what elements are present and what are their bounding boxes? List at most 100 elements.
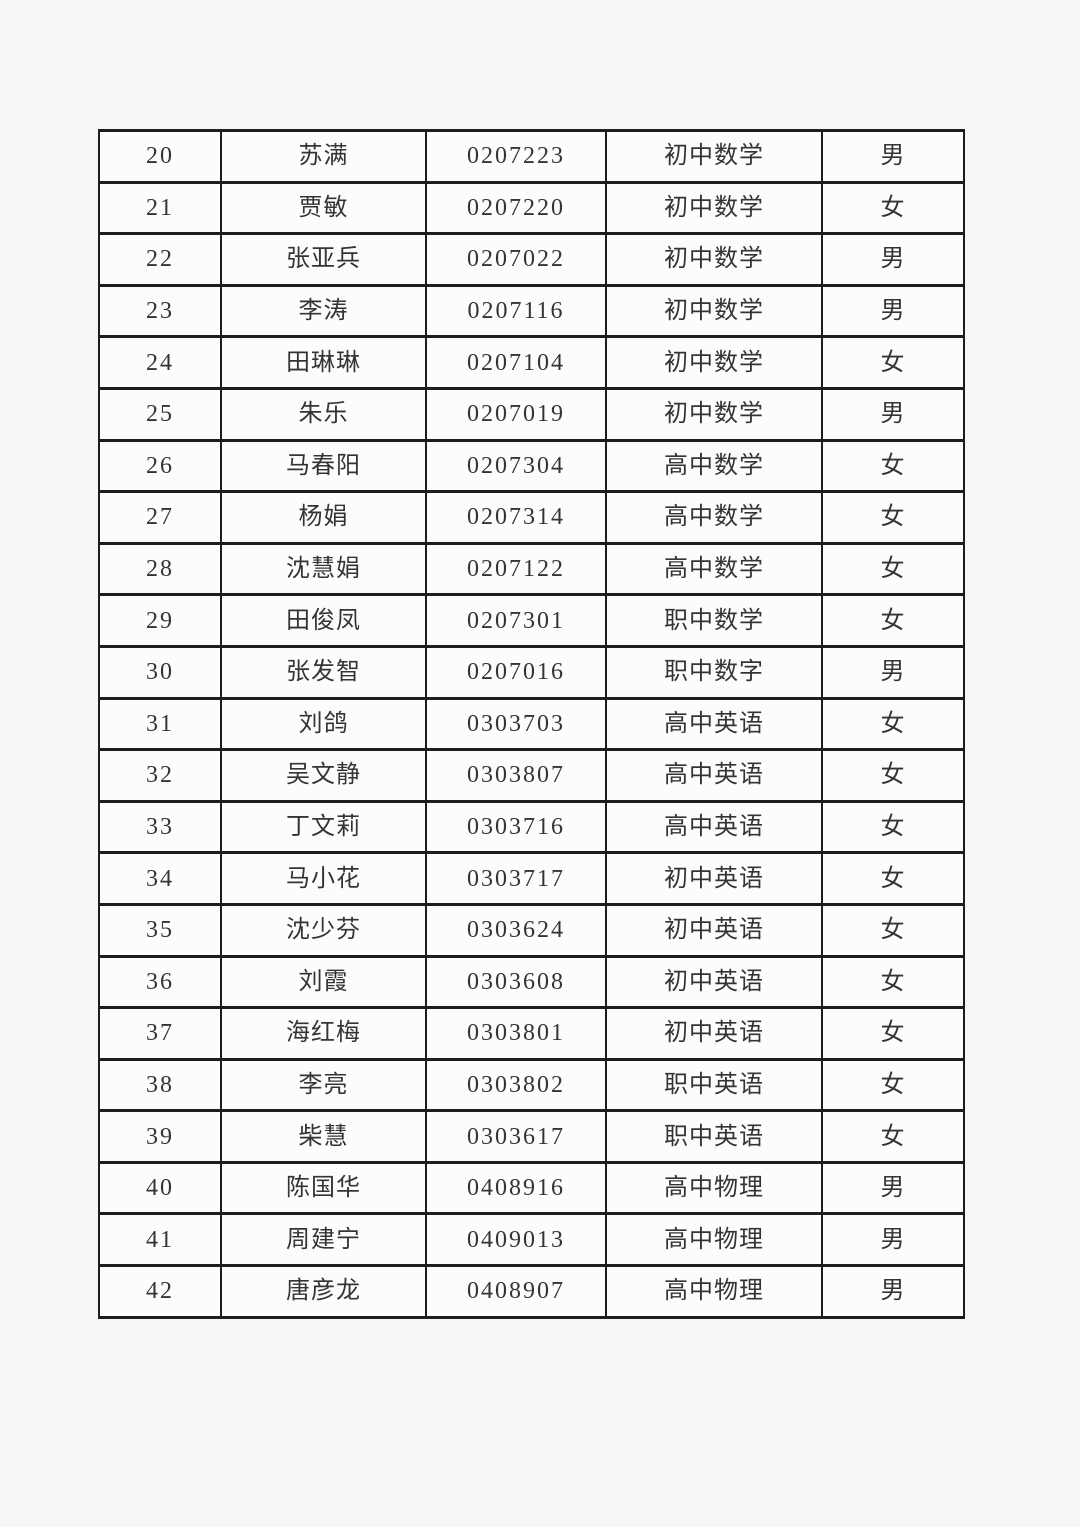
cell-gender: 男 xyxy=(821,283,965,339)
cell-row-number: 37 xyxy=(98,1006,222,1061)
cell-gender: 女 xyxy=(821,180,965,236)
cell-row-number: 20 xyxy=(98,129,222,184)
cell-subject: 初中数学 xyxy=(605,335,823,390)
cell-row-number: 34 xyxy=(98,851,222,906)
cell-exam-code: 0303807 xyxy=(425,748,607,803)
table-row: 20 苏满 0207223 初中数学 男 xyxy=(98,129,965,184)
table-row: 39 柴慧 0303617 职中英语 女 xyxy=(98,1109,965,1164)
cell-gender: 女 xyxy=(821,902,965,958)
cell-gender: 男 xyxy=(821,1160,965,1216)
cell-subject: 初中英语 xyxy=(605,1006,823,1061)
cell-subject: 高中英语 xyxy=(605,696,823,752)
table-row: 42 唐彦龙 0408907 高中物理 男 xyxy=(98,1264,965,1319)
cell-subject: 职中英语 xyxy=(605,1109,823,1164)
cell-exam-code: 0303617 xyxy=(425,1109,607,1164)
table-row: 28 沈慧娟 0207122 高中数学 女 xyxy=(98,541,965,597)
table-row: 26 马春阳 0207304 高中数学 女 xyxy=(98,438,965,494)
cell-subject: 高中英语 xyxy=(605,799,823,855)
cell-gender: 男 xyxy=(821,386,965,442)
cell-name: 刘鸽 xyxy=(220,696,427,752)
cell-row-number: 42 xyxy=(98,1264,222,1319)
cell-gender: 女 xyxy=(821,490,965,545)
cell-row-number: 29 xyxy=(98,593,222,648)
cell-exam-code: 0303624 xyxy=(425,902,607,958)
cell-subject: 初中数学 xyxy=(605,232,823,287)
cell-gender: 男 xyxy=(821,129,965,184)
cell-subject: 初中英语 xyxy=(605,851,823,906)
table-row: 22 张亚兵 0207022 初中数学 男 xyxy=(98,232,965,287)
cell-row-number: 24 xyxy=(98,335,222,390)
cell-gender: 男 xyxy=(821,1212,965,1268)
cell-exam-code: 0409013 xyxy=(425,1212,607,1268)
cell-exam-code: 0207304 xyxy=(425,438,607,494)
cell-row-number: 28 xyxy=(98,541,222,597)
cell-exam-code: 0408916 xyxy=(425,1160,607,1216)
cell-name: 柴慧 xyxy=(220,1109,427,1164)
cell-row-number: 23 xyxy=(98,283,222,339)
table-row: 33 丁文莉 0303716 高中英语 女 xyxy=(98,799,965,855)
cell-gender: 女 xyxy=(821,1109,965,1164)
cell-name: 马小花 xyxy=(220,851,427,906)
cell-gender: 女 xyxy=(821,335,965,390)
cell-subject: 高中数学 xyxy=(605,438,823,494)
cell-row-number: 21 xyxy=(98,180,222,236)
table-row: 35 沈少芬 0303624 初中英语 女 xyxy=(98,902,965,958)
cell-exam-code: 0207122 xyxy=(425,541,607,597)
cell-exam-code: 0207220 xyxy=(425,180,607,236)
cell-subject: 高中物理 xyxy=(605,1212,823,1268)
cell-exam-code: 0303608 xyxy=(425,954,607,1010)
cell-gender: 男 xyxy=(821,232,965,287)
cell-subject: 初中数学 xyxy=(605,180,823,236)
cell-gender: 女 xyxy=(821,1057,965,1113)
cell-exam-code: 0303717 xyxy=(425,851,607,906)
table-row: 36 刘霞 0303608 初中英语 女 xyxy=(98,954,965,1010)
cell-subject: 初中数学 xyxy=(605,129,823,184)
cell-row-number: 26 xyxy=(98,438,222,494)
cell-exam-code: 0207016 xyxy=(425,644,607,700)
table-row: 30 张发智 0207016 职中数字 男 xyxy=(98,644,965,700)
cell-name: 田俊凤 xyxy=(220,593,427,648)
cell-exam-code: 0207104 xyxy=(425,335,607,390)
cell-subject: 初中英语 xyxy=(605,902,823,958)
candidate-table-body: 20 苏满 0207223 初中数学 男 21 贾敏 0207220 初中数学 … xyxy=(98,129,965,1319)
cell-exam-code: 0303802 xyxy=(425,1057,607,1113)
cell-subject: 初中数学 xyxy=(605,386,823,442)
table-row: 32 吴文静 0303807 高中英语 女 xyxy=(98,748,965,803)
cell-name: 周建宁 xyxy=(220,1212,427,1268)
table-row: 29 田俊凤 0207301 职中数学 女 xyxy=(98,593,965,648)
cell-exam-code: 0207116 xyxy=(425,283,607,339)
cell-row-number: 38 xyxy=(98,1057,222,1113)
cell-name: 刘霞 xyxy=(220,954,427,1010)
cell-exam-code: 0207314 xyxy=(425,490,607,545)
cell-subject: 高中物理 xyxy=(605,1160,823,1216)
table-row: 34 马小花 0303717 初中英语 女 xyxy=(98,851,965,906)
cell-row-number: 27 xyxy=(98,490,222,545)
cell-row-number: 41 xyxy=(98,1212,222,1268)
cell-gender: 女 xyxy=(821,593,965,648)
cell-row-number: 39 xyxy=(98,1109,222,1164)
cell-name: 朱乐 xyxy=(220,386,427,442)
cell-subject: 职中英语 xyxy=(605,1057,823,1113)
cell-name: 丁文莉 xyxy=(220,799,427,855)
cell-name: 陈国华 xyxy=(220,1160,427,1216)
table-row: 31 刘鸽 0303703 高中英语 女 xyxy=(98,696,965,752)
cell-exam-code: 0207223 xyxy=(425,129,607,184)
cell-name: 苏满 xyxy=(220,129,427,184)
cell-gender: 女 xyxy=(821,696,965,752)
table-row: 38 李亮 0303802 职中英语 女 xyxy=(98,1057,965,1113)
cell-subject: 高中数学 xyxy=(605,490,823,545)
cell-gender: 女 xyxy=(821,1006,965,1061)
cell-row-number: 31 xyxy=(98,696,222,752)
cell-row-number: 25 xyxy=(98,386,222,442)
table-row: 23 李涛 0207116 初中数学 男 xyxy=(98,283,965,339)
cell-subject: 初中数学 xyxy=(605,283,823,339)
table-row: 40 陈国华 0408916 高中物理 男 xyxy=(98,1160,965,1216)
cell-subject: 高中物理 xyxy=(605,1264,823,1319)
cell-gender: 女 xyxy=(821,851,965,906)
cell-name: 杨娟 xyxy=(220,490,427,545)
cell-name: 李亮 xyxy=(220,1057,427,1113)
cell-row-number: 32 xyxy=(98,748,222,803)
table-row: 24 田琳琳 0207104 初中数学 女 xyxy=(98,335,965,390)
cell-row-number: 33 xyxy=(98,799,222,855)
cell-gender: 女 xyxy=(821,438,965,494)
